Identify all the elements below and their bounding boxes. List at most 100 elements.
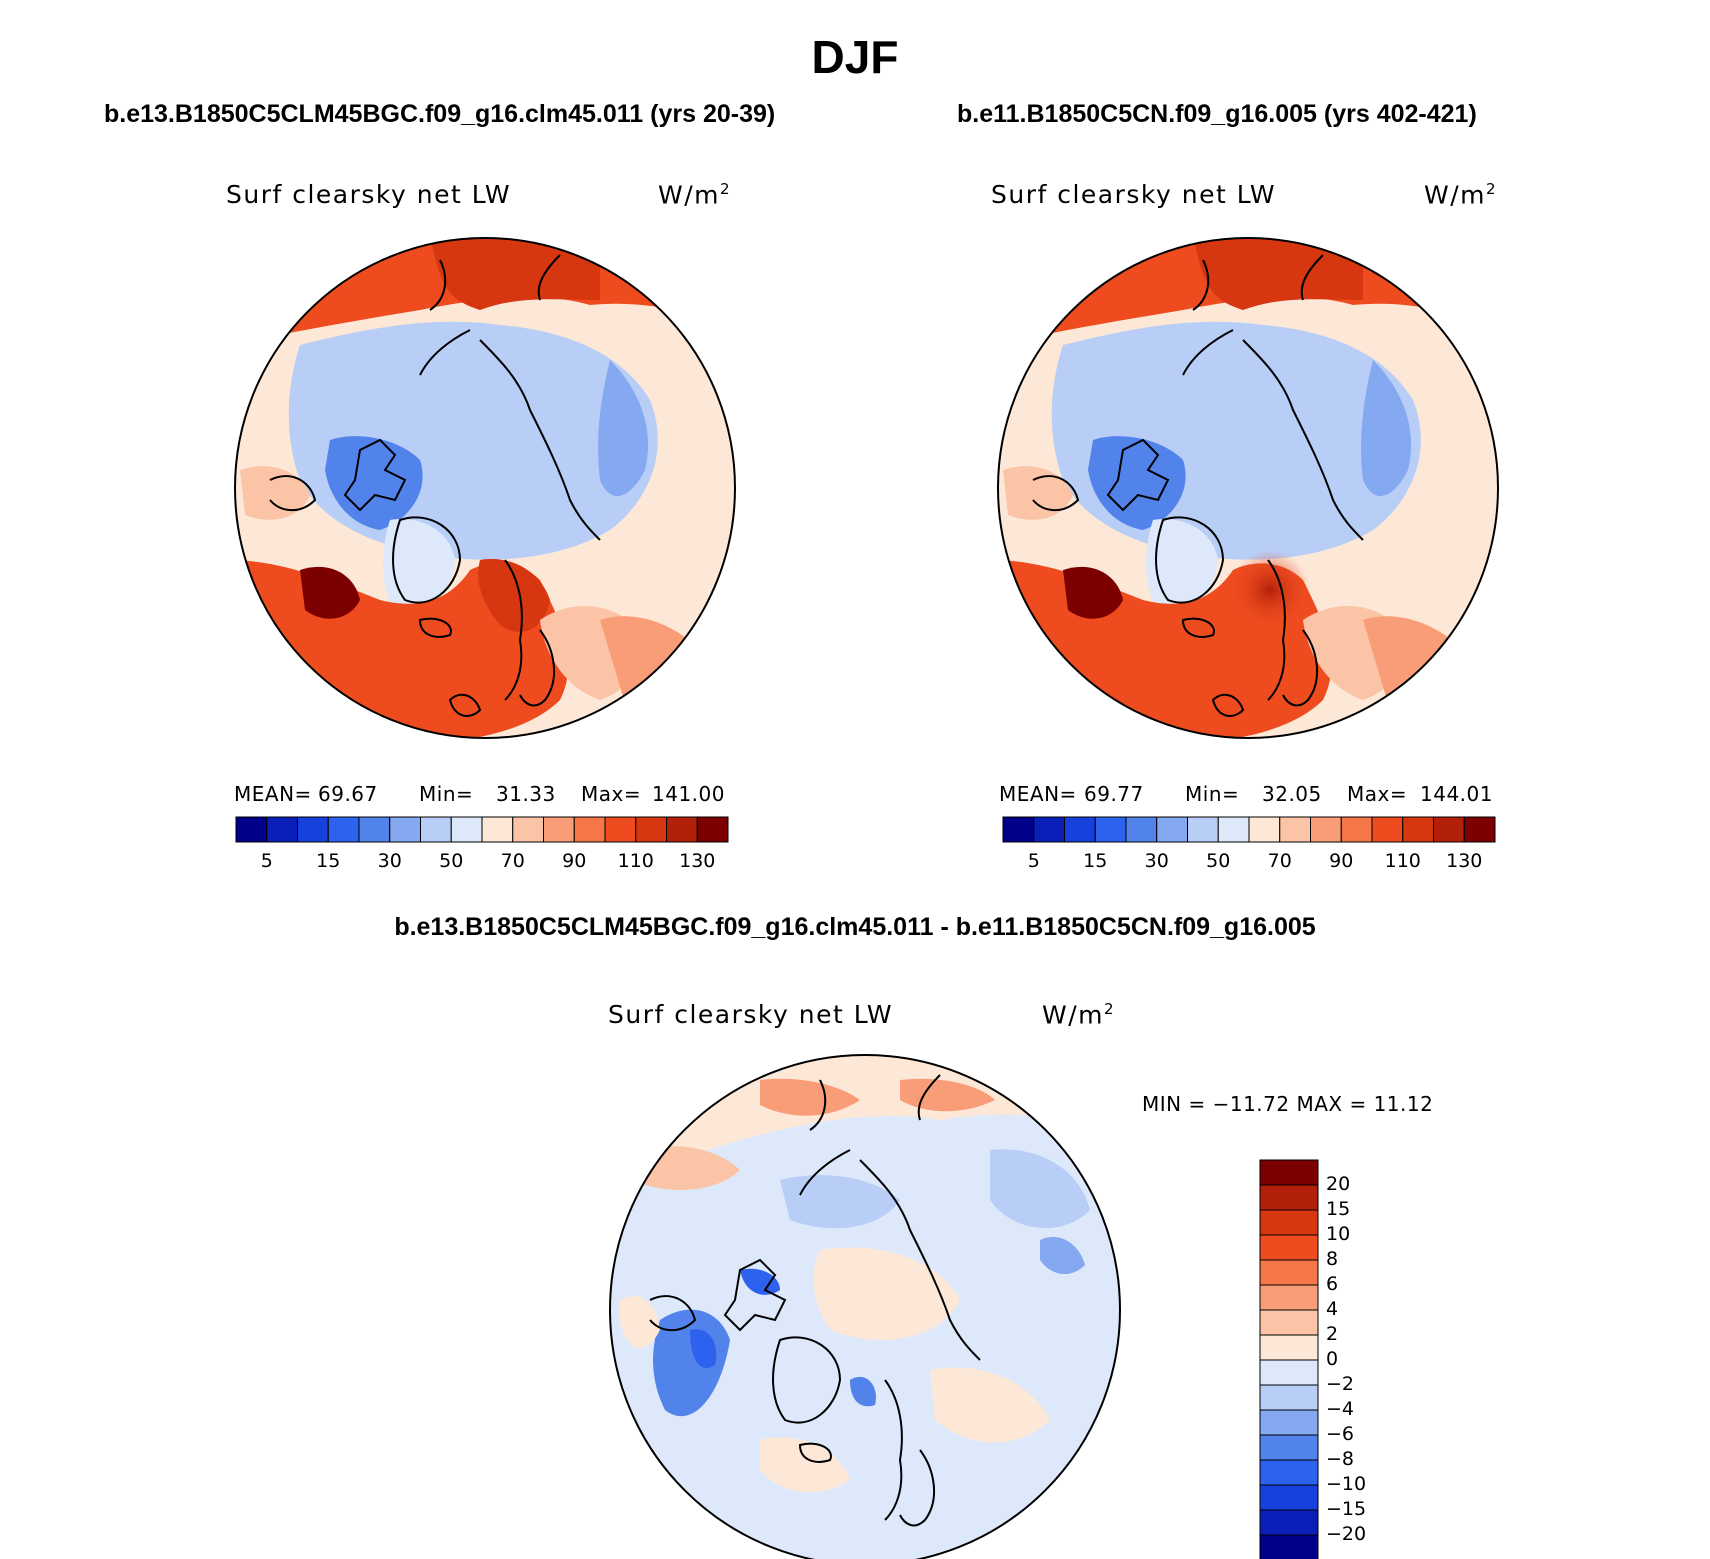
left-panel-min-value: 31.33 bbox=[496, 782, 556, 806]
right-colorbar-swatch bbox=[1371, 816, 1404, 843]
left-colorbar-swatch bbox=[573, 816, 606, 843]
right-colorbar-swatch bbox=[1156, 816, 1188, 843]
difference-colorbar-swatch bbox=[1259, 1509, 1319, 1536]
difference-colorbar-tick-label: −8 bbox=[1326, 1448, 1355, 1470]
right-colorbar-swatch bbox=[1279, 816, 1311, 843]
right-panel-min-value: 32.05 bbox=[1262, 782, 1322, 806]
right-colorbar-swatch bbox=[1463, 816, 1496, 843]
difference-colorbar-tick-label: −10 bbox=[1326, 1473, 1367, 1495]
right-colorbar-swatch bbox=[1002, 816, 1035, 843]
left-colorbar-swatch bbox=[327, 816, 360, 843]
right-colorbar-swatch bbox=[1310, 816, 1342, 843]
left-colorbar-swatch bbox=[635, 816, 667, 843]
left-colorbar-tick-label: 15 bbox=[316, 850, 341, 872]
left-colorbar-tick-label: 30 bbox=[377, 850, 402, 872]
difference-polar-map bbox=[609, 1054, 1121, 1559]
difference-panel-minmax-label: MIN = −11.72 MAX = 11.12 bbox=[1142, 1092, 1434, 1116]
left-colorbar-swatch bbox=[512, 816, 544, 843]
left-colorbar-tick-label: 50 bbox=[439, 850, 464, 872]
difference-colorbar-swatch bbox=[1259, 1359, 1319, 1386]
right-colorbar-tick-label: 110 bbox=[1384, 850, 1421, 872]
left-colorbar-swatch bbox=[604, 816, 637, 843]
right-colorbar-swatch bbox=[1340, 816, 1373, 843]
difference-colorbar-tick-label: 2 bbox=[1326, 1323, 1339, 1345]
difference-colorbar-swatch bbox=[1259, 1309, 1319, 1336]
left-colorbar-tick-label: 130 bbox=[679, 850, 716, 872]
left-panel-max-label: Max= bbox=[581, 782, 642, 806]
left-colorbar-swatch bbox=[266, 816, 298, 843]
right-colorbar-swatch bbox=[1187, 816, 1219, 843]
difference-colorbar-tick-label: −4 bbox=[1326, 1398, 1355, 1420]
right-colorbar-swatch bbox=[1217, 816, 1250, 843]
difference-colorbar-swatch bbox=[1259, 1234, 1319, 1261]
figure-title: DJF bbox=[811, 31, 899, 83]
left-colorbar-swatch bbox=[543, 816, 575, 843]
right-panel-max-label: Max= bbox=[1347, 782, 1408, 806]
left-colorbar-tick-label: 5 bbox=[260, 850, 273, 872]
difference-panel-variable-label: Surf clearsky net LW bbox=[608, 1000, 894, 1029]
difference-colorbar-swatch bbox=[1259, 1434, 1319, 1461]
right-panel-mean-value: 69.77 bbox=[1084, 782, 1144, 806]
left-panel-mean-label: MEAN= bbox=[234, 782, 312, 806]
left-colorbar-swatch bbox=[358, 816, 391, 843]
left-colorbar-swatch bbox=[481, 816, 514, 843]
left-colorbar-tick-label: 90 bbox=[562, 850, 587, 872]
right-panel-min-label: Min= bbox=[1185, 782, 1240, 806]
difference-colorbar-tick-label: 8 bbox=[1326, 1248, 1339, 1270]
left-colorbar-swatch bbox=[235, 816, 268, 843]
left-colorbar-swatch bbox=[420, 816, 452, 843]
right-colorbar-swatch bbox=[1094, 816, 1127, 843]
right-colorbar-tick-label: 90 bbox=[1329, 850, 1354, 872]
difference-colorbar-tick-label: 20 bbox=[1326, 1173, 1351, 1195]
right-panel-units-label: W/m2 bbox=[1424, 180, 1498, 210]
difference-colorbar-swatch bbox=[1259, 1384, 1319, 1411]
left-panel-variable-label: Surf clearsky net LW bbox=[226, 180, 512, 209]
left-panel-case-title: b.e13.B1850C5CLM45BGC.f09_g16.clm45.011 … bbox=[104, 100, 776, 128]
difference-panel-colorbar bbox=[1259, 1159, 1319, 1559]
right-colorbar-tick-label: 70 bbox=[1267, 850, 1292, 872]
right-panel-colorbar bbox=[1002, 816, 1496, 843]
right-colorbar-swatch bbox=[1433, 816, 1465, 843]
difference-colorbar-tick-label: 0 bbox=[1326, 1348, 1339, 1370]
difference-colorbar-swatch bbox=[1259, 1484, 1319, 1511]
difference-colorbar-swatch bbox=[1259, 1184, 1319, 1211]
right-colorbar-swatch bbox=[1033, 816, 1065, 843]
left-colorbar-tick-label: 70 bbox=[500, 850, 525, 872]
right-colorbar-tick-label: 15 bbox=[1083, 850, 1108, 872]
left-polar-map bbox=[234, 237, 736, 739]
right-panel-variable-label: Surf clearsky net LW bbox=[991, 180, 1277, 209]
difference-colorbar-tick-label: 4 bbox=[1326, 1298, 1339, 1320]
left-panel-max-value: 141.00 bbox=[652, 782, 725, 806]
difference-colorbar-swatch bbox=[1259, 1284, 1319, 1311]
right-polar-map bbox=[997, 237, 1499, 739]
left-colorbar-swatch bbox=[696, 816, 729, 843]
difference-colorbar-swatch bbox=[1259, 1534, 1319, 1559]
difference-colorbar-swatch bbox=[1259, 1409, 1319, 1436]
right-colorbar-swatch bbox=[1402, 816, 1434, 843]
right-colorbar-swatch bbox=[1064, 816, 1096, 843]
left-colorbar-swatch bbox=[297, 816, 329, 843]
right-colorbar-tick-label: 130 bbox=[1446, 850, 1483, 872]
right-colorbar-swatch bbox=[1125, 816, 1158, 843]
difference-colorbar-tick-label: −2 bbox=[1326, 1373, 1355, 1395]
left-panel-units-label: W/m2 bbox=[658, 180, 732, 210]
difference-colorbar-swatch bbox=[1259, 1209, 1319, 1236]
right-panel-mean-label: MEAN= bbox=[999, 782, 1077, 806]
right-colorbar-tick-label: 30 bbox=[1144, 850, 1169, 872]
left-colorbar-swatch bbox=[450, 816, 483, 843]
difference-colorbar-tick-label: −20 bbox=[1326, 1523, 1367, 1545]
right-panel-max-value: 144.01 bbox=[1420, 782, 1493, 806]
left-colorbar-swatch bbox=[389, 816, 421, 843]
left-panel-mean-value: 69.67 bbox=[318, 782, 378, 806]
difference-colorbar-swatch bbox=[1259, 1159, 1319, 1186]
difference-colorbar-swatch bbox=[1259, 1459, 1319, 1486]
left-colorbar-tick-label: 110 bbox=[617, 850, 654, 872]
difference-panel-title: b.e13.B1850C5CLM45BGC.f09_g16.clm45.011 … bbox=[394, 913, 1316, 941]
difference-colorbar-tick-label: −6 bbox=[1326, 1423, 1355, 1445]
difference-colorbar-tick-label: 15 bbox=[1326, 1198, 1351, 1220]
right-colorbar-tick-label: 50 bbox=[1206, 850, 1231, 872]
left-panel-colorbar bbox=[235, 816, 729, 843]
difference-colorbar-swatch bbox=[1259, 1334, 1319, 1361]
difference-colorbar-tick-label: −15 bbox=[1326, 1498, 1367, 1520]
